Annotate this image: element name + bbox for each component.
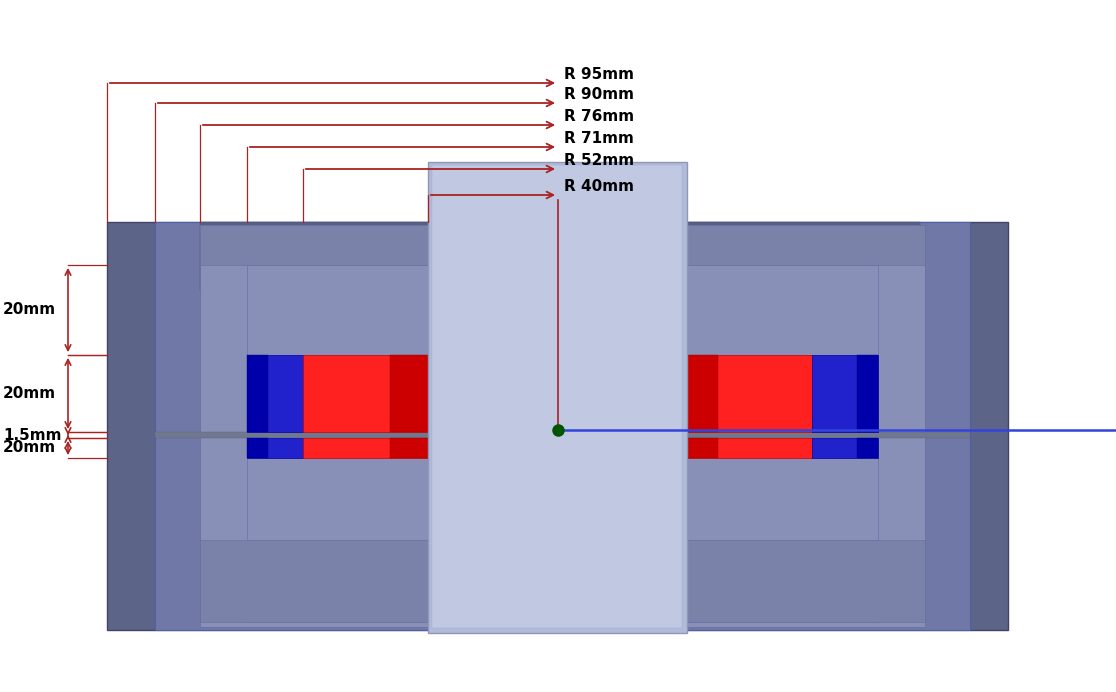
Bar <box>200 540 460 622</box>
Text: 20mm: 20mm <box>3 302 56 318</box>
Bar <box>304 355 429 432</box>
Text: 20mm: 20mm <box>3 441 56 455</box>
Bar <box>429 162 687 633</box>
Bar <box>389 438 429 458</box>
Bar <box>655 225 925 265</box>
Bar <box>247 438 304 458</box>
Bar <box>247 445 429 540</box>
Text: R 95mm: R 95mm <box>564 67 634 82</box>
Bar <box>155 432 460 438</box>
Text: R 71mm: R 71mm <box>564 131 634 146</box>
Bar <box>155 222 497 630</box>
Bar <box>155 222 543 285</box>
Bar <box>687 355 718 432</box>
Bar <box>618 222 970 630</box>
Bar <box>573 222 970 285</box>
Text: R 90mm: R 90mm <box>564 87 634 102</box>
Text: R 52mm: R 52mm <box>564 153 634 168</box>
Text: 1.5mm: 1.5mm <box>3 428 61 442</box>
Bar <box>247 438 268 458</box>
Bar <box>573 565 970 630</box>
Bar <box>687 438 812 458</box>
Text: 20mm: 20mm <box>3 386 56 401</box>
Bar <box>389 355 429 432</box>
Bar <box>812 438 878 458</box>
Bar <box>655 225 925 627</box>
Text: R 40mm: R 40mm <box>564 179 634 194</box>
Bar <box>857 438 878 458</box>
Bar <box>247 230 429 622</box>
Bar <box>687 355 812 432</box>
Bar <box>687 445 878 540</box>
Bar <box>155 565 543 630</box>
Text: R 76mm: R 76mm <box>564 109 634 124</box>
Bar <box>200 225 460 265</box>
Bar <box>655 432 970 438</box>
Bar <box>200 222 497 290</box>
Bar <box>200 225 460 627</box>
Bar <box>573 222 1008 630</box>
Bar <box>687 265 878 355</box>
Bar <box>247 265 429 355</box>
Bar <box>618 222 920 290</box>
Bar <box>247 355 304 432</box>
Bar <box>432 165 682 628</box>
Bar <box>857 355 878 432</box>
Bar <box>247 355 268 432</box>
Bar <box>687 438 718 458</box>
Bar <box>304 438 429 458</box>
Bar <box>812 355 878 432</box>
Bar <box>107 222 543 630</box>
Bar <box>655 540 925 622</box>
Bar <box>687 230 878 622</box>
